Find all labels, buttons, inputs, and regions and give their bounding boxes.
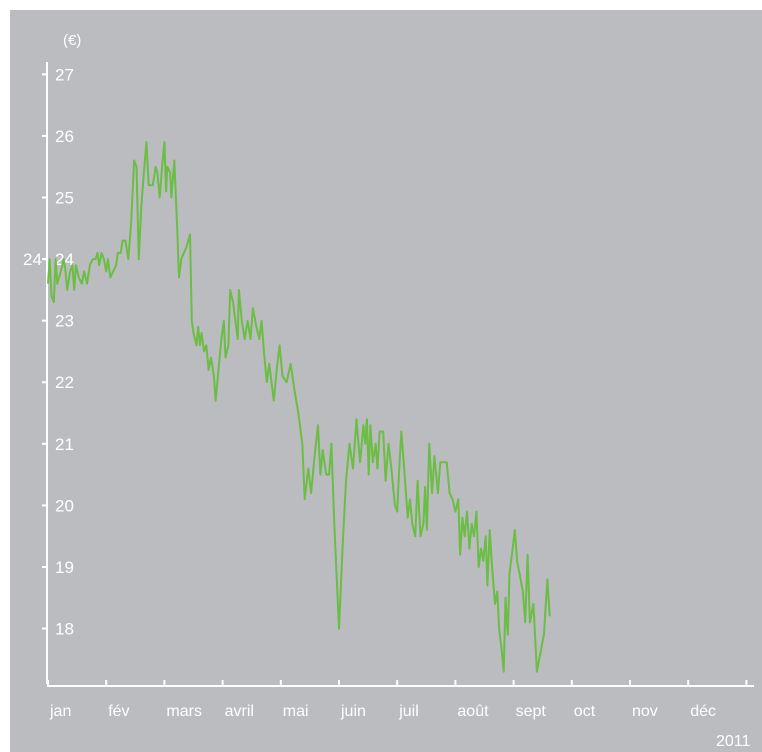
y-tick-label: 18 (55, 620, 74, 639)
x-tick-label: nov (632, 703, 658, 720)
y-tick-label: 25 (55, 188, 74, 207)
chart-panel: 18 19 20 21 22 23 24 25 26 27 (€) 24 jan fév mars av… (10, 10, 762, 752)
y-tick-label: 26 (55, 127, 74, 146)
x-tick-label: oct (574, 703, 596, 720)
x-tick-label: août (457, 703, 489, 720)
y-tick-label: 23 (55, 312, 74, 331)
x-tick-label: déc (690, 703, 716, 720)
y-tick-label: 20 (55, 496, 74, 515)
x-tick-label: sept (516, 703, 547, 720)
x-tick-label: mai (283, 703, 309, 720)
y-axis-unit-label: (€) (63, 32, 81, 49)
x-tick-label: juin (340, 703, 366, 720)
y-tick-label: 21 (55, 435, 74, 454)
year-label: 2011 (716, 733, 751, 750)
x-tick-label: mars (166, 703, 202, 720)
x-ticks: jan fév mars avril mai juin juil août sept oct nov… (47, 680, 748, 720)
x-tick-label: jan (49, 703, 71, 720)
x-tick-label: juil (398, 703, 419, 720)
y-reference-label: 24 (23, 250, 42, 269)
x-tick-label: avril (225, 703, 254, 720)
x-tick-label: fév (108, 703, 129, 720)
y-tick-label: 27 (55, 65, 74, 84)
y-tick-label: 22 (55, 373, 74, 392)
price-series-line (47, 141, 551, 673)
y-tick-label: 19 (55, 558, 74, 577)
